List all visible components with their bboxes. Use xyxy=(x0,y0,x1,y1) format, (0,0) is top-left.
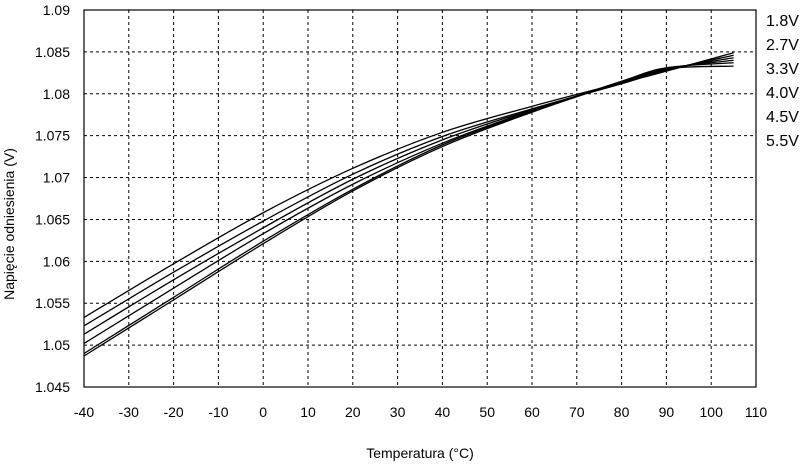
x-axis-title: Temperatura (°C) xyxy=(366,445,474,461)
x-tick-label: 80 xyxy=(614,404,630,420)
plot-border xyxy=(83,9,757,388)
legend-entry: 4.5V xyxy=(766,109,799,126)
x-tick-label: 50 xyxy=(479,404,495,420)
legend-entry: 5.5V xyxy=(766,133,799,150)
y-tick-label: 1.055 xyxy=(35,295,70,311)
x-tick-label: -40 xyxy=(74,404,94,420)
legend-entry: 3.3V xyxy=(766,61,799,78)
y-tick-label: 1.065 xyxy=(35,211,70,227)
series-line-2-7v xyxy=(83,54,734,327)
x-tick-label: -20 xyxy=(163,404,183,420)
x-tick-label: 110 xyxy=(745,404,768,420)
y-tick-label: 1.085 xyxy=(35,44,70,60)
series-line-5-5v xyxy=(83,65,734,357)
legend: 1.8V 2.7V 3.3V 4.0V 4.5V 5.5V xyxy=(766,13,799,150)
legend-entry: 4.0V xyxy=(766,85,799,102)
y-tick-label: 1.045 xyxy=(35,379,70,395)
y-tick-label: 1.07 xyxy=(43,170,70,186)
x-tick-label: 10 xyxy=(300,404,316,420)
x-tick-label: -30 xyxy=(119,404,139,420)
x-tick-label: 100 xyxy=(700,404,724,420)
y-tick-label: 1.075 xyxy=(35,128,70,144)
series-line-4-0v xyxy=(83,59,734,344)
y-tick-label: 1.06 xyxy=(43,253,70,269)
legend-entry: 1.8V xyxy=(766,13,799,30)
x-tick-label: 20 xyxy=(345,404,361,420)
y-tick-label: 1.09 xyxy=(43,2,70,18)
x-tick-label: 90 xyxy=(659,404,675,420)
x-tick-label: 60 xyxy=(524,404,540,420)
y-tick-label: 1.08 xyxy=(43,86,70,102)
x-tick-labels: -40 -30 -20 -10 0 10 20 30 40 50 60 70 80 90 100 110 xyxy=(74,404,767,420)
y-tick-label: 1.05 xyxy=(43,337,70,353)
series-lines xyxy=(83,52,734,357)
x-tick-label: -10 xyxy=(208,404,228,420)
x-tick-label: 40 xyxy=(435,404,451,420)
y-axis-title: Napięcie odniesienia (V) xyxy=(1,148,17,300)
plot-area xyxy=(84,10,756,387)
x-tick-label: 0 xyxy=(259,404,267,420)
grid-lines xyxy=(84,10,756,387)
x-tick-label: 70 xyxy=(569,404,585,420)
legend-entry: 2.7V xyxy=(766,37,799,54)
y-tick-labels: 1.045 1.05 1.055 1.06 1.065 1.07 1.075 1.08 1.08… xyxy=(35,2,70,395)
series-line-4-5v xyxy=(83,62,734,355)
x-tick-label: 30 xyxy=(390,404,406,420)
